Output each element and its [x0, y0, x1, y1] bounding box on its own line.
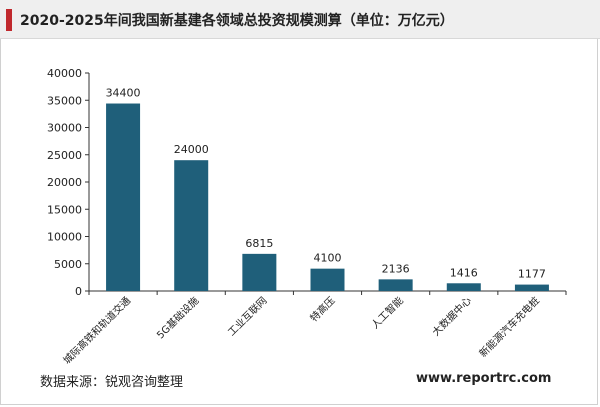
data-label: 6815: [245, 237, 273, 250]
bar: [514, 284, 549, 291]
category-label: 新能源汽车充电桩: [476, 294, 542, 360]
category-label: 特高压: [307, 294, 337, 324]
y-tick-label: 40000: [47, 67, 82, 80]
title-accent-bar: [6, 9, 12, 31]
data-label: 4100: [314, 252, 342, 265]
title-bar: 2020-2025年间我国新基建各领域总投资规模测算（单位：万亿元）: [0, 0, 600, 39]
category-label: 人工智能: [368, 294, 405, 331]
bar: [310, 268, 345, 291]
data-label: 2136: [382, 262, 410, 275]
data-source: 数据来源：锐观咨询整理: [40, 375, 184, 390]
bar: [106, 103, 141, 292]
category-label: 城际高铁和轨道交通: [60, 294, 133, 367]
website-url: www.reportrc.com: [416, 371, 552, 386]
y-tick-label: 35000: [47, 94, 82, 107]
y-tick-label: 25000: [47, 149, 82, 162]
bar: [446, 283, 481, 291]
y-tick-label: 30000: [47, 122, 82, 135]
bar: [174, 160, 209, 291]
y-tick-label: 20000: [47, 176, 82, 189]
category-label: 5G基础设施: [154, 294, 201, 341]
bar: [378, 279, 413, 291]
category-label: 工业互联网: [226, 295, 270, 339]
data-label: 1416: [450, 266, 478, 279]
data-label: 1177: [518, 268, 546, 281]
y-tick-label: 0: [75, 285, 82, 298]
data-label: 24000: [174, 143, 209, 156]
category-label: 大数据中心: [429, 294, 474, 339]
bar: [242, 253, 277, 291]
y-tick-label: 15000: [47, 203, 82, 216]
chart-title: 2020-2025年间我国新基建各领域总投资规模测算（单位：万亿元）: [20, 13, 454, 29]
y-tick-label: 5000: [54, 258, 82, 271]
data-label: 34400: [106, 87, 141, 100]
y-tick-label: 10000: [47, 231, 82, 244]
